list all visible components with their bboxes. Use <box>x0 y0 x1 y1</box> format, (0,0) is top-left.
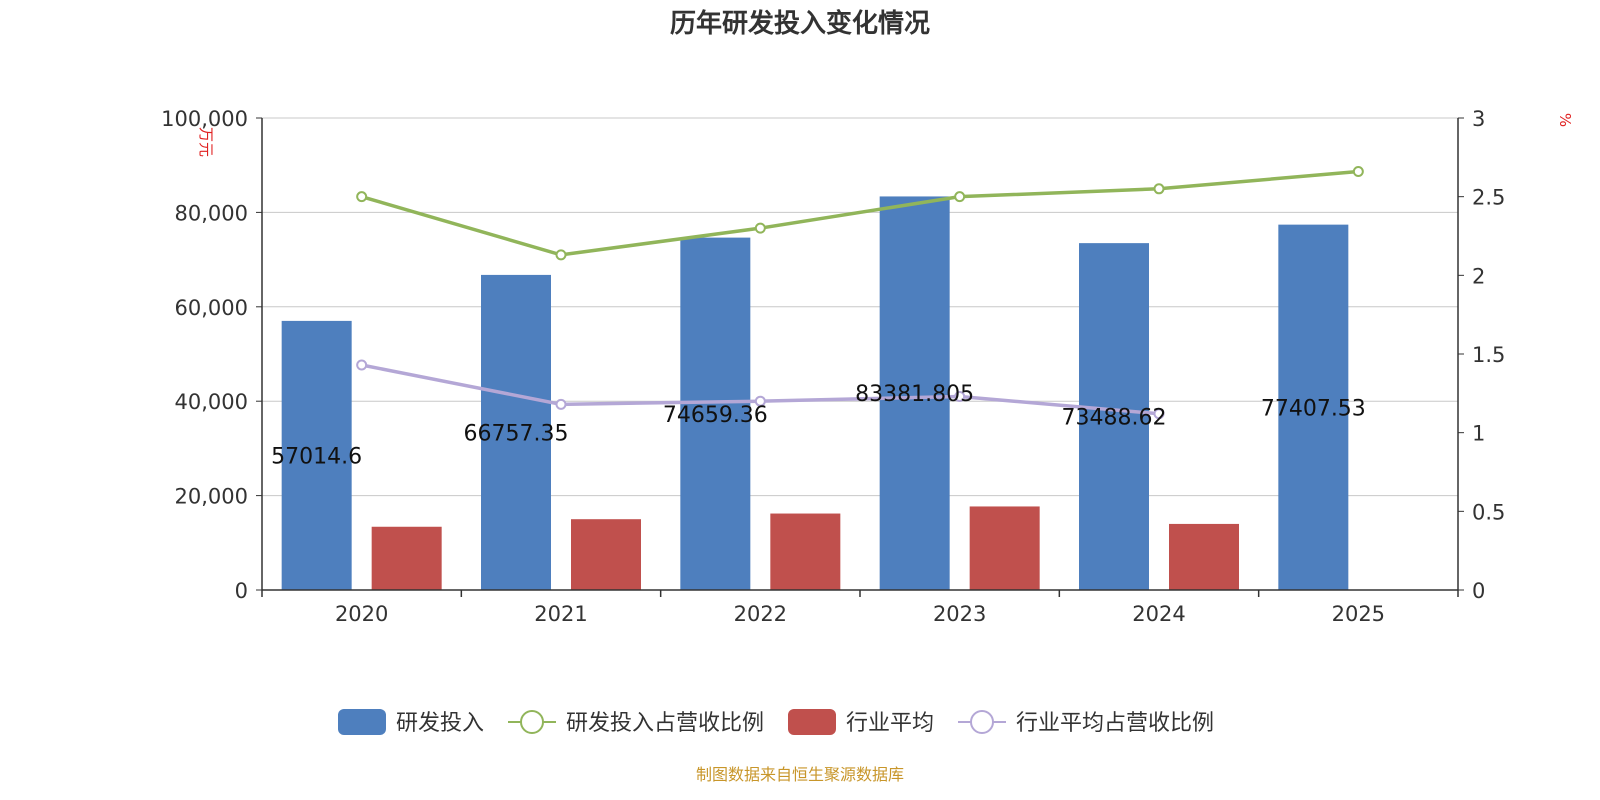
x-tick-label: 2023 <box>933 602 986 626</box>
left-tick-label: 60,000 <box>175 296 248 320</box>
series-line-1 <box>361 169 1359 257</box>
bar-0-2 <box>680 237 751 590</box>
source-note: 制图数据来自恒生聚源数据库 <box>696 765 904 784</box>
right-tick-label: 1.5 <box>1472 343 1505 367</box>
right-tick-label: 0 <box>1472 579 1485 603</box>
right-tick-label: 2 <box>1472 264 1485 288</box>
right-tick-label: 2.5 <box>1472 186 1505 210</box>
bar-2-0 <box>371 526 442 590</box>
axes: 0 20,000 40,000 60,000 80,000 100,000 0 0.5 1 1.5… <box>161 107 1505 626</box>
legend-swatch-bar <box>788 709 836 735</box>
left-tick-label: 40,000 <box>175 390 248 414</box>
data-labels: 57014.6 66757.35 74659.36 83381.805 73488.62… <box>271 382 1366 469</box>
bar-0-0 <box>281 320 352 590</box>
line-point-3-4 <box>1153 408 1165 420</box>
left-tick-label: 0 <box>235 579 248 603</box>
left-tick-label: 100,000 <box>161 107 248 131</box>
x-tick-label: 2021 <box>534 602 587 626</box>
bar-data-label: 73488.62 <box>1062 406 1167 431</box>
x-tick-label: 2022 <box>734 602 787 626</box>
bar-0-5 <box>1278 224 1349 590</box>
legend: 研发投入 研发投入占营收比例 行业平均 行业平均占营收比例 <box>338 709 1214 736</box>
left-tick-label: 20,000 <box>175 485 248 509</box>
bar-2-3 <box>969 506 1040 590</box>
right-axis-unit: % <box>1556 113 1574 127</box>
legend-label: 行业平均 <box>846 711 934 736</box>
line-point-3-0 <box>356 359 368 371</box>
bar-2-4 <box>1169 523 1239 590</box>
lines <box>356 165 1364 420</box>
legend-label: 行业平均占营收比例 <box>1016 711 1214 736</box>
x-tick-label: 2020 <box>335 602 388 626</box>
bar-0-4 <box>1079 243 1149 590</box>
line-point-1-2 <box>754 222 766 234</box>
chart-title: 历年研发投入变化情况 <box>670 8 930 39</box>
legend-swatch-marker <box>520 710 544 734</box>
line-point-1-1 <box>555 249 567 261</box>
legend-swatch-bar <box>338 709 386 735</box>
bar-data-label: 74659.36 <box>663 403 768 428</box>
x-tick-label: 2024 <box>1132 602 1185 626</box>
line-point-1-4 <box>1153 183 1165 195</box>
right-tick-label: 0.5 <box>1472 500 1505 524</box>
bar-data-label: 77407.53 <box>1261 396 1366 421</box>
line-point-1-0 <box>356 191 368 203</box>
bar-data-label: 66757.35 <box>464 421 569 446</box>
left-tick-label: 80,000 <box>175 201 248 225</box>
line-point-1-5 <box>1352 165 1364 177</box>
legend-label: 研发投入 <box>396 711 484 736</box>
legend-item-0: 研发投入 <box>338 709 484 736</box>
line-point-3-3 <box>954 390 966 402</box>
legend-item-1: 研发投入占营收比例 <box>508 710 764 736</box>
left-axis-unit: 万元 <box>197 127 215 157</box>
legend-item-2: 行业平均 <box>788 709 934 736</box>
legend-swatch-marker <box>970 710 994 734</box>
line-point-3-2 <box>754 395 766 407</box>
line-point-1-3 <box>954 191 966 203</box>
bar-0-3 <box>879 196 950 591</box>
right-tick-label: 3 <box>1472 107 1485 131</box>
grid <box>262 117 1458 497</box>
legend-label: 研发投入占营收比例 <box>566 711 764 736</box>
line-point-3-1 <box>555 398 567 410</box>
bar-2-1 <box>571 519 641 590</box>
bar-data-label: 83381.805 <box>855 382 974 407</box>
bar-0-1 <box>481 274 551 590</box>
bar-2-2 <box>770 513 841 590</box>
right-tick-label: 1 <box>1472 422 1485 446</box>
bars <box>281 196 1349 591</box>
legend-item-3: 行业平均占营收比例 <box>958 710 1214 736</box>
x-tick-label: 2025 <box>1332 602 1385 626</box>
bar-data-label: 57014.6 <box>271 444 362 469</box>
